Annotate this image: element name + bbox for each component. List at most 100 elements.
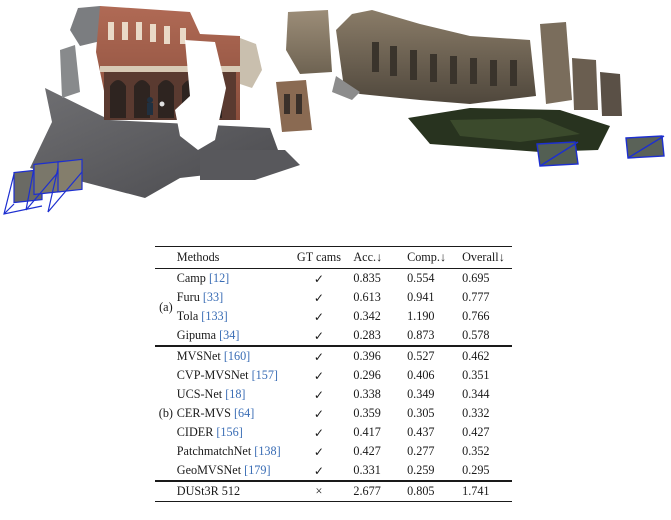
table-row: PatchmatchNet [138] ✓ 0.427 0.277 0.352 <box>155 442 512 461</box>
header-row: Methods GT cams Acc.↓ Comp.↓ Overall↓ <box>155 246 512 269</box>
method-name: CER-MVS <box>176 406 231 421</box>
acc-value: 0.835 <box>346 268 401 288</box>
methods-header: Methods <box>176 246 292 269</box>
gt-cams-check-icon: ✓ <box>313 425 324 440</box>
overall-value: 0.766 <box>462 309 490 324</box>
group-header-cell <box>155 246 177 269</box>
comp-value: 0.873 <box>407 328 435 343</box>
method-name: Gipuma <box>176 328 217 343</box>
method-cell: GeoMVSNet [179] <box>177 461 292 481</box>
right-scene-point-cloud <box>332 10 622 152</box>
method-name: Camp <box>176 271 206 286</box>
dust3r-row: DUSt3R 512 × 2.677 0.805 1.741 <box>155 480 512 502</box>
table-row: (a) Camp [12] ✓ 0.835 0.554 0.695 <box>155 268 512 346</box>
overall-value: 0.295 <box>462 463 490 478</box>
citation-link[interactable]: [179] <box>244 463 271 478</box>
citation-link[interactable]: [33] <box>202 290 224 305</box>
overall-value: 0.427 <box>462 425 490 440</box>
citation-link[interactable]: [157] <box>251 368 278 383</box>
gt-cams-check-icon: ✓ <box>313 328 324 343</box>
acc-header: Acc.↓ <box>346 246 401 269</box>
acc-value: 0.396 <box>346 345 401 366</box>
group-label: (b) <box>155 345 177 481</box>
table-row: CER-MVS [64] ✓ 0.359 0.305 0.332 <box>155 404 512 423</box>
method-name: DUSt3R 512 <box>176 480 292 502</box>
comp-value: 0.527 <box>400 345 457 366</box>
table-row: (b) MVSNet [160] ✓ 0.396 0.527 0.462 <box>155 345 512 481</box>
citation-link[interactable]: [133] <box>201 309 228 324</box>
overall-value: 0.351 <box>462 368 490 383</box>
citation-link[interactable]: [160] <box>223 349 251 364</box>
table-row: CIDER [156] ✓ 0.417 0.437 0.427 <box>155 423 512 442</box>
comp-value: 0.277 <box>407 444 435 459</box>
overall-value: 0.777 <box>462 290 490 305</box>
acc-value: 0.613 <box>353 290 381 305</box>
method-name: PatchmatchNet <box>176 444 252 459</box>
method-name: MVSNet <box>176 349 221 364</box>
comp-value: 0.941 <box>407 290 435 305</box>
overall-value: 0.462 <box>456 345 512 366</box>
group-label: (a) <box>155 268 177 346</box>
acc-value: 0.417 <box>353 425 381 440</box>
acc-value: 0.342 <box>353 309 381 324</box>
acc-value: 0.283 <box>353 328 381 343</box>
citation-link[interactable]: [18] <box>225 387 246 402</box>
gt-cams-check-icon: ✓ <box>313 368 324 383</box>
gt-cams-check-icon: ✓ <box>291 345 347 366</box>
comp-value: 0.305 <box>407 406 435 421</box>
table-row: Tola [133] ✓ 0.342 1.190 0.766 <box>155 307 512 326</box>
method-name: CIDER <box>176 425 214 440</box>
citation-link[interactable]: [138] <box>254 444 281 459</box>
comp-value: 0.805 <box>400 480 457 502</box>
method-name: GeoMVSNet <box>176 463 242 478</box>
overall-value: 0.344 <box>462 387 490 402</box>
group-label <box>155 480 177 502</box>
acc-value: 0.359 <box>353 406 381 421</box>
method-name: CVP-MVSNet <box>176 368 249 383</box>
method-cell: MVSNet [160] <box>176 345 292 366</box>
results-table: Methods GT cams Acc.↓ Comp.↓ Overall↓ (a… <box>155 246 512 502</box>
table-row: GeoMVSNet [179] ✓ 0.331 0.259 0.295 <box>155 461 512 481</box>
comp-header: Comp.↓ <box>400 246 457 269</box>
overall-value: 0.695 <box>456 268 512 288</box>
citation-link[interactable]: [34] <box>219 328 240 343</box>
method-name: Tola <box>176 309 199 324</box>
overall-value: 1.741 <box>456 480 512 502</box>
overall-value: 0.578 <box>462 328 490 343</box>
method-cell: UCS-Net [18] <box>177 385 292 404</box>
gt-cams-cross-icon: × <box>291 480 347 502</box>
comp-value: 0.554 <box>400 268 457 288</box>
acc-value: 0.296 <box>353 368 381 383</box>
comp-value: 0.259 <box>407 463 435 478</box>
method-cell: Furu [33] <box>177 288 292 307</box>
left-scene-point-cloud <box>30 6 332 198</box>
citation-link[interactable]: [12] <box>208 271 230 286</box>
right-camera-frustums <box>536 135 665 167</box>
method-name: UCS-Net <box>176 387 223 402</box>
table-row: Gipuma [34] ✓ 0.283 0.873 0.578 <box>155 326 512 346</box>
table-body: (a) Camp [12] ✓ 0.835 0.554 0.695 Furu [33] ✓ 0.… <box>155 268 512 502</box>
comp-value: 1.190 <box>407 309 435 324</box>
method-cell: CER-MVS [64] <box>177 404 292 423</box>
method-cell: Camp [12] <box>176 268 292 288</box>
overall-value: 0.352 <box>462 444 490 459</box>
table-row: UCS-Net [18] ✓ 0.338 0.349 0.344 <box>155 385 512 404</box>
overall-header: Overall↓ <box>456 246 512 269</box>
gt-cams-check-icon: ✓ <box>313 444 324 459</box>
table-row: Furu [33] ✓ 0.613 0.941 0.777 <box>155 288 512 307</box>
comp-value: 0.349 <box>407 387 435 402</box>
gt-cams-check-icon: ✓ <box>313 387 324 402</box>
reconstruction-figure <box>3 6 665 215</box>
acc-value: 0.331 <box>353 463 381 478</box>
gt-cams-check-icon: ✓ <box>313 309 324 324</box>
method-cell: CIDER [156] <box>177 423 292 442</box>
method-cell: Tola [133] <box>177 307 292 326</box>
left-camera-frustums <box>3 158 83 215</box>
citation-link[interactable]: [64] <box>234 406 255 421</box>
gt-cams-check-icon: ✓ <box>313 290 324 305</box>
method-name: Furu <box>176 290 200 305</box>
overall-value: 0.332 <box>462 406 490 421</box>
citation-link[interactable]: [156] <box>216 425 243 440</box>
comp-value: 0.406 <box>407 368 435 383</box>
gt-cams-check-icon: ✓ <box>313 406 324 421</box>
